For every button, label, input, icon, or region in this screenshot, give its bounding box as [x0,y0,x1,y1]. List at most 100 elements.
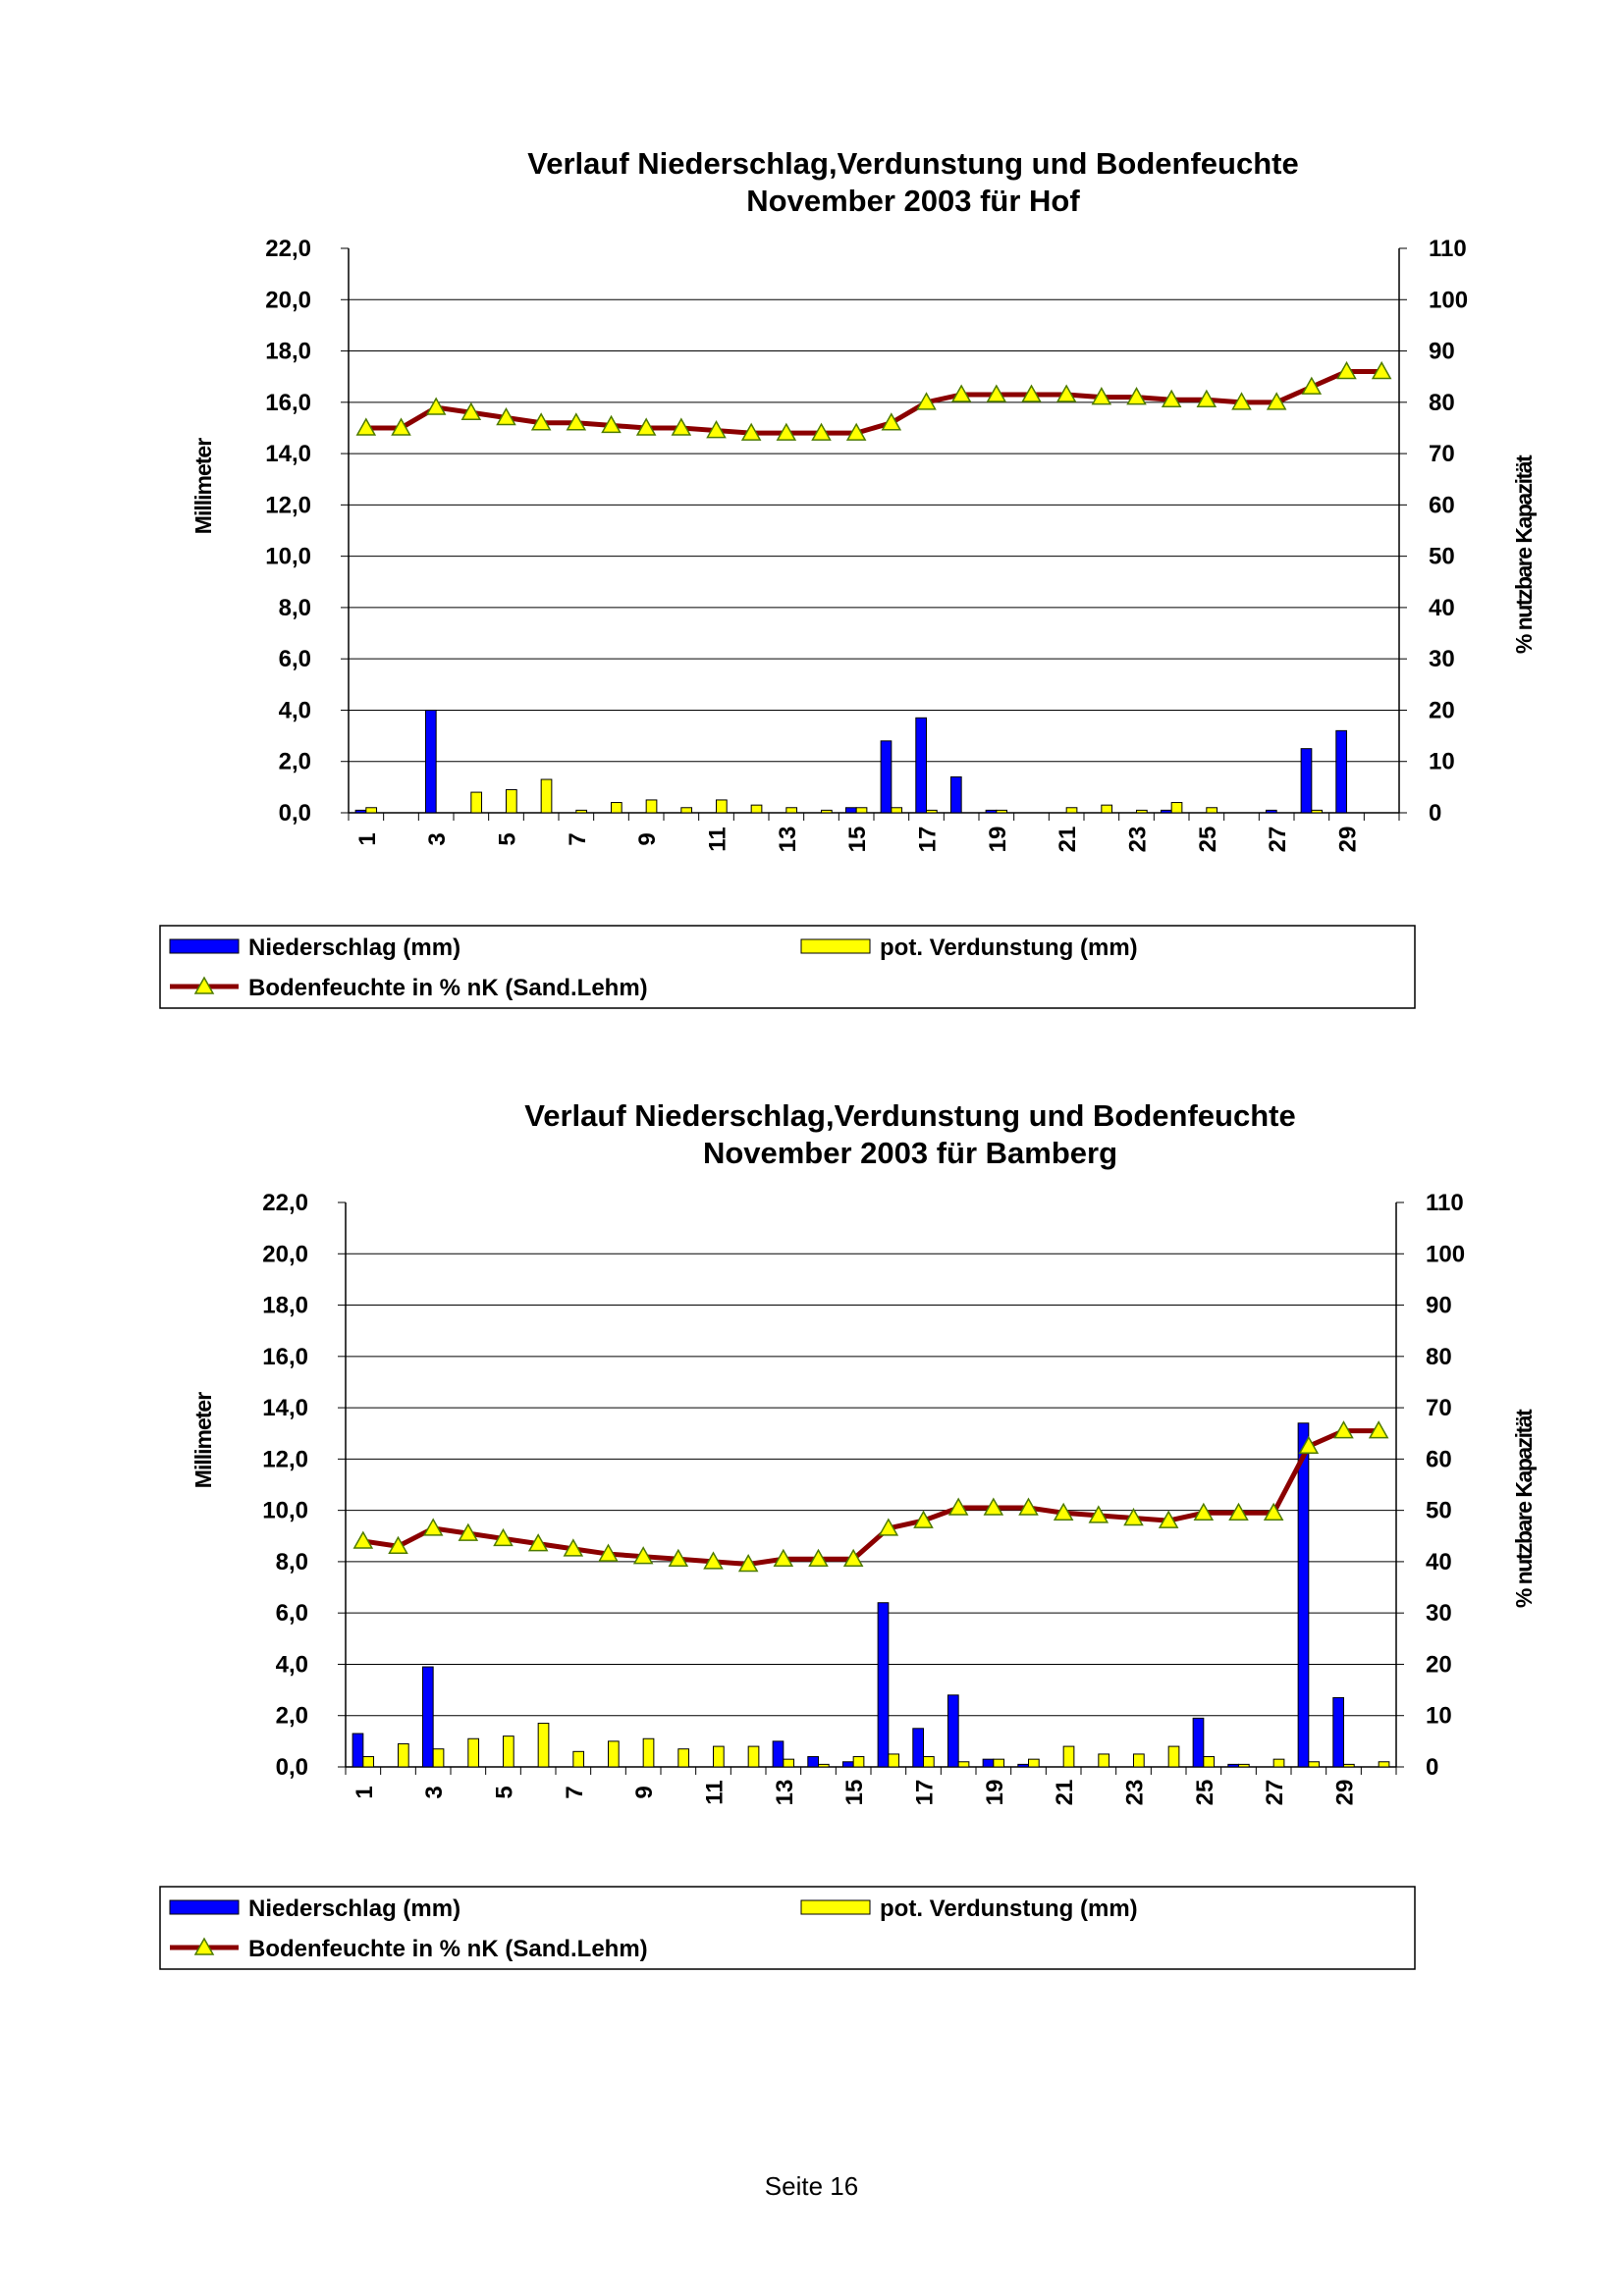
x-tick-label: 1 [354,832,381,845]
precipitation-bar [772,1740,784,1768]
legend-swatch-evaporation [800,1899,871,1915]
y2-tick-label: 110 [1429,236,1467,262]
chart-hof-svg: Verlauf Niederschlag,Verdunstung und Bod… [159,146,1537,1009]
soil-moisture-marker [458,1522,479,1541]
soil-moisture-marker [493,1527,514,1547]
y-tick-label: 8,0 [279,595,311,621]
evaporation-bar [1272,1758,1285,1768]
x-tick-label: 27 [1265,827,1291,853]
y-tick-label: 16,0 [265,390,311,416]
evaporation-bar [1311,809,1324,814]
x-tick-label: 13 [772,1780,798,1806]
x-tick-label: 17 [912,1780,939,1806]
evaporation-bar [365,807,378,814]
evaporation-bar [783,1758,795,1768]
soil-moisture-marker [1228,1502,1249,1521]
evaporation-bar [506,788,517,814]
legend-label-precipitation: Niederschlag (mm) [248,1896,460,1922]
soil-moisture-marker [566,412,587,431]
legend-label-evaporation: pot. Verdunstung (mm) [880,1896,1138,1922]
precipitation-bar [1017,1763,1030,1768]
precipitation-bar [880,740,893,814]
soil-moisture-marker [1055,384,1077,402]
precipitation-bar [1300,748,1313,814]
evaporation-bar [1133,1753,1145,1768]
y2-tick-label: 30 [1429,646,1455,672]
precipitation-bar [982,1758,995,1768]
evaporation-bar [1206,807,1218,814]
x-tick-label: 11 [705,827,731,851]
soil-moisture-marker [773,1548,794,1568]
soil-moisture-line [362,1428,1380,1568]
soil-moisture-marker [1196,389,1217,407]
soil-moisture-marker [1266,392,1287,410]
evaporation-bar [818,1763,830,1768]
x-tick-label: 3 [424,832,451,845]
evaporation-bar [1062,1745,1075,1768]
y-tick-label: 22,0 [265,236,311,262]
precipitation-bar [807,1756,819,1768]
evaporation-bar [1098,1753,1110,1768]
evaporation-bar [821,809,833,814]
x-tick-label: 15 [844,827,871,853]
evaporation-bar [923,1756,935,1768]
y-tick-label: 22,0 [262,1190,308,1216]
soil-moisture-marker [460,401,482,421]
chart-title-line1: Verlauf Niederschlag,Verdunstung und Bod… [527,146,1298,181]
soil-moisture-marker [1091,387,1112,405]
y-tick-label: 2,0 [276,1703,308,1730]
soil-moisture-marker [983,1497,1004,1516]
y-axis-title: Millimeter [190,1392,216,1488]
x-tick-label: 23 [1125,827,1152,853]
chart-hof: Verlauf Niederschlag,Verdunstung und Bod… [0,0,1623,1021]
legend-box [159,1886,1416,1970]
precipitation-bar [947,1694,959,1768]
evaporation-bar [1136,809,1148,814]
y-tick-label: 0,0 [276,1754,308,1781]
y-tick-label: 12,0 [265,492,311,518]
soil-moisture-marker [671,417,692,436]
x-tick-label: 13 [775,827,801,853]
y2-tick-label: 100 [1426,1241,1465,1267]
y-tick-label: 10,0 [262,1498,308,1524]
y2-tick-label: 90 [1426,1293,1452,1319]
y2-tick-label: 60 [1429,492,1455,518]
precipitation-bar [354,809,367,814]
precipitation-bar [1335,729,1348,814]
soil-moisture-marker [740,422,762,441]
x-tick-label: 1 [352,1786,378,1798]
x-tick-label: 29 [1332,1780,1359,1806]
legend-swatch-precipitation [169,1899,240,1915]
soil-moisture-marker [388,1535,408,1554]
soil-moisture-marker [1193,1502,1215,1521]
x-tick-label: 3 [421,1786,448,1798]
y2-tick-label: 90 [1429,339,1455,365]
evaporation-bar [1167,1745,1180,1768]
soil-moisture-marker [1158,1510,1179,1528]
x-tick-label: 7 [565,832,591,845]
x-tick-label: 25 [1195,827,1221,853]
evaporation-bar [1101,804,1113,814]
soil-moisture-marker [601,414,622,434]
y2-tick-label: 10 [1426,1703,1452,1730]
chart-bamberg-svg: Verlauf Niederschlag,Verdunstung und Bod… [159,1098,1537,1970]
y2-tick-label: 40 [1426,1549,1452,1575]
soil-moisture-marker [422,1518,444,1536]
soil-moisture-marker [1336,360,1357,380]
precipitation-bar [1265,809,1277,814]
legend-swatch-moisture-marker [193,1937,215,1955]
soil-moisture-marker [845,422,867,441]
x-tick-label: 27 [1262,1780,1288,1806]
x-tick-label: 25 [1192,1780,1218,1806]
y2-axis-title: % nutzbare Kapazität [1511,1409,1537,1608]
precipitation-bar [949,775,962,814]
evaporation-bar [1378,1761,1390,1768]
evaporation-bar [957,1761,970,1768]
soil-moisture-marker [881,412,902,431]
precipitation-bar [424,709,437,814]
evaporation-bar [680,807,693,814]
evaporation-bar [362,1756,375,1768]
evaporation-bar [642,1737,655,1768]
y-tick-label: 20,0 [262,1241,308,1267]
evaporation-bar [1343,1763,1355,1768]
